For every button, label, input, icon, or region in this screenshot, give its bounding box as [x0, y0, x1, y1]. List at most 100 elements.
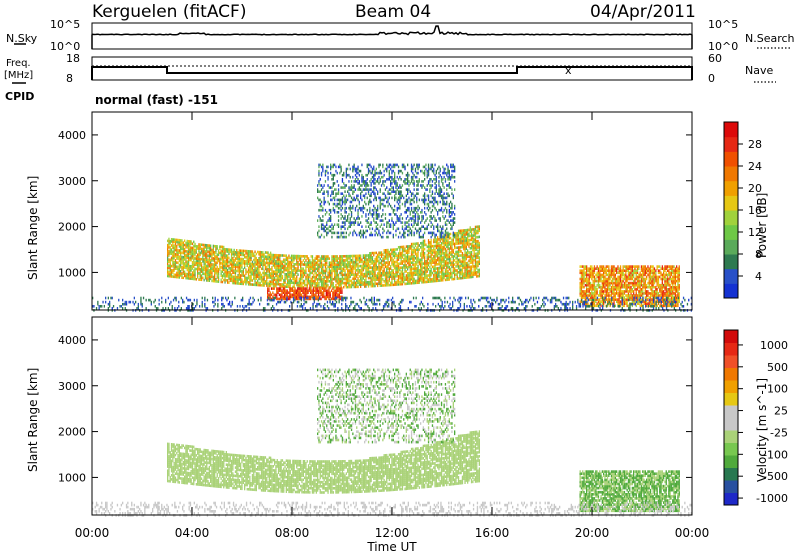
range-gate-cell [203, 278, 205, 282]
range-gate-cell [190, 246, 192, 250]
range-gate-cell [378, 213, 380, 216]
range-gate-cell [233, 269, 235, 272]
range-gate-cell [353, 267, 355, 270]
range-gate-cell [210, 258, 212, 262]
range-gate-cell [382, 208, 384, 212]
range-gate-cell [431, 163, 434, 167]
range-gate-cell [330, 273, 332, 277]
range-gate-cell [417, 229, 419, 233]
range-gate-cell [228, 281, 230, 284]
range-gate-cell [349, 261, 351, 264]
range-gate-cell [229, 248, 231, 252]
range-gate-cell [366, 258, 368, 261]
range-gate-cell [443, 266, 445, 269]
range-gate-cell [442, 274, 444, 278]
range-gate-cell [326, 231, 328, 235]
range-gate-cell [450, 267, 452, 271]
range-gate-cell [328, 271, 330, 275]
range-gate-cell [375, 261, 377, 265]
range-gate-cell [348, 283, 350, 287]
range-gate-cell [246, 252, 248, 255]
range-gate-cell [204, 254, 207, 257]
range-gate-cell [412, 215, 414, 218]
range-gate-cell [300, 275, 302, 279]
range-gate-cell [352, 271, 354, 274]
range-gate-cell [442, 268, 444, 272]
range-gate-cell [383, 259, 385, 262]
range-gate-cell [250, 272, 252, 276]
range-gate-cell [452, 255, 454, 258]
range-gate-cell [396, 283, 398, 286]
range-gate-cell [391, 256, 393, 260]
range-gate-cell [274, 278, 276, 282]
range-gate-cell [390, 163, 392, 167]
range-gate-cell [413, 200, 415, 204]
range-gate-cell [454, 233, 456, 237]
range-gate-cell [287, 279, 289, 282]
range-gate-cell [292, 256, 294, 260]
range-gate-cell [320, 255, 323, 258]
range-gate-cell [264, 255, 267, 258]
range-gate-cell [264, 257, 267, 260]
range-gate-cell [424, 276, 426, 280]
range-gate-cell [230, 248, 233, 252]
range-gate-cell [297, 281, 299, 285]
range-gate-cell [349, 186, 351, 189]
range-gate-cell [382, 175, 384, 179]
range-gate-cell [274, 276, 276, 280]
range-gate-cell [382, 271, 384, 275]
range-gate-cell [245, 249, 247, 253]
range-gate-cell [422, 266, 424, 270]
range-gate-cell [221, 276, 224, 280]
range-gate-cell [375, 278, 377, 281]
range-gate-cell [386, 253, 388, 256]
range-gate-cell [390, 254, 392, 258]
range-gate-cell [223, 260, 225, 263]
range-gate-cell [416, 269, 418, 272]
range-gate-cell [430, 257, 432, 260]
range-gate-cell [378, 280, 380, 283]
range-gate-cell [350, 184, 353, 187]
range-gate-cell [348, 281, 350, 285]
range-gate-cell [227, 281, 229, 284]
range-gate-cell [277, 278, 280, 282]
range-gate-cell [350, 273, 353, 276]
range-gate-cell [180, 251, 182, 255]
range-gate-cell [184, 254, 186, 257]
range-gate-cell [379, 178, 381, 181]
range-gate-cell [233, 263, 235, 266]
range-gate-cell [392, 271, 394, 274]
range-gate-cell [345, 206, 347, 210]
range-gate-cell [420, 279, 422, 282]
range-gate-cell [377, 178, 379, 181]
range-gate-cell [287, 266, 289, 270]
range-gate-cell [366, 173, 368, 177]
range-gate-cell [341, 196, 344, 200]
range-gate-cell [366, 196, 368, 200]
range-gate-cell [185, 258, 187, 261]
range-gate-cell [360, 281, 362, 284]
range-gate-cell [301, 273, 303, 277]
range-gate-cell [439, 237, 441, 241]
range-gate-cell [257, 261, 259, 264]
range-gate-cell [195, 245, 197, 248]
range-gate-cell [391, 263, 393, 266]
range-gate-cell [399, 254, 401, 257]
range-gate-cell [297, 265, 299, 268]
range-gate-cell [326, 284, 328, 287]
range-gate-cell [186, 272, 188, 276]
range-gate-cell [410, 175, 413, 179]
range-gate-cell [336, 279, 338, 283]
range-gate-cell [280, 278, 282, 282]
range-gate-cell [230, 252, 233, 256]
range-gate-cell [340, 261, 342, 264]
range-gate-cell [386, 281, 388, 285]
range-gate-cell [253, 271, 255, 274]
range-gate-cell [339, 235, 341, 239]
range-gate-cell [288, 269, 290, 272]
range-gate-cell [326, 277, 328, 281]
range-gate-cell [348, 285, 350, 289]
range-gate-cell [404, 253, 406, 257]
range-gate-cell [384, 265, 387, 269]
range-gate-cell [434, 255, 436, 258]
